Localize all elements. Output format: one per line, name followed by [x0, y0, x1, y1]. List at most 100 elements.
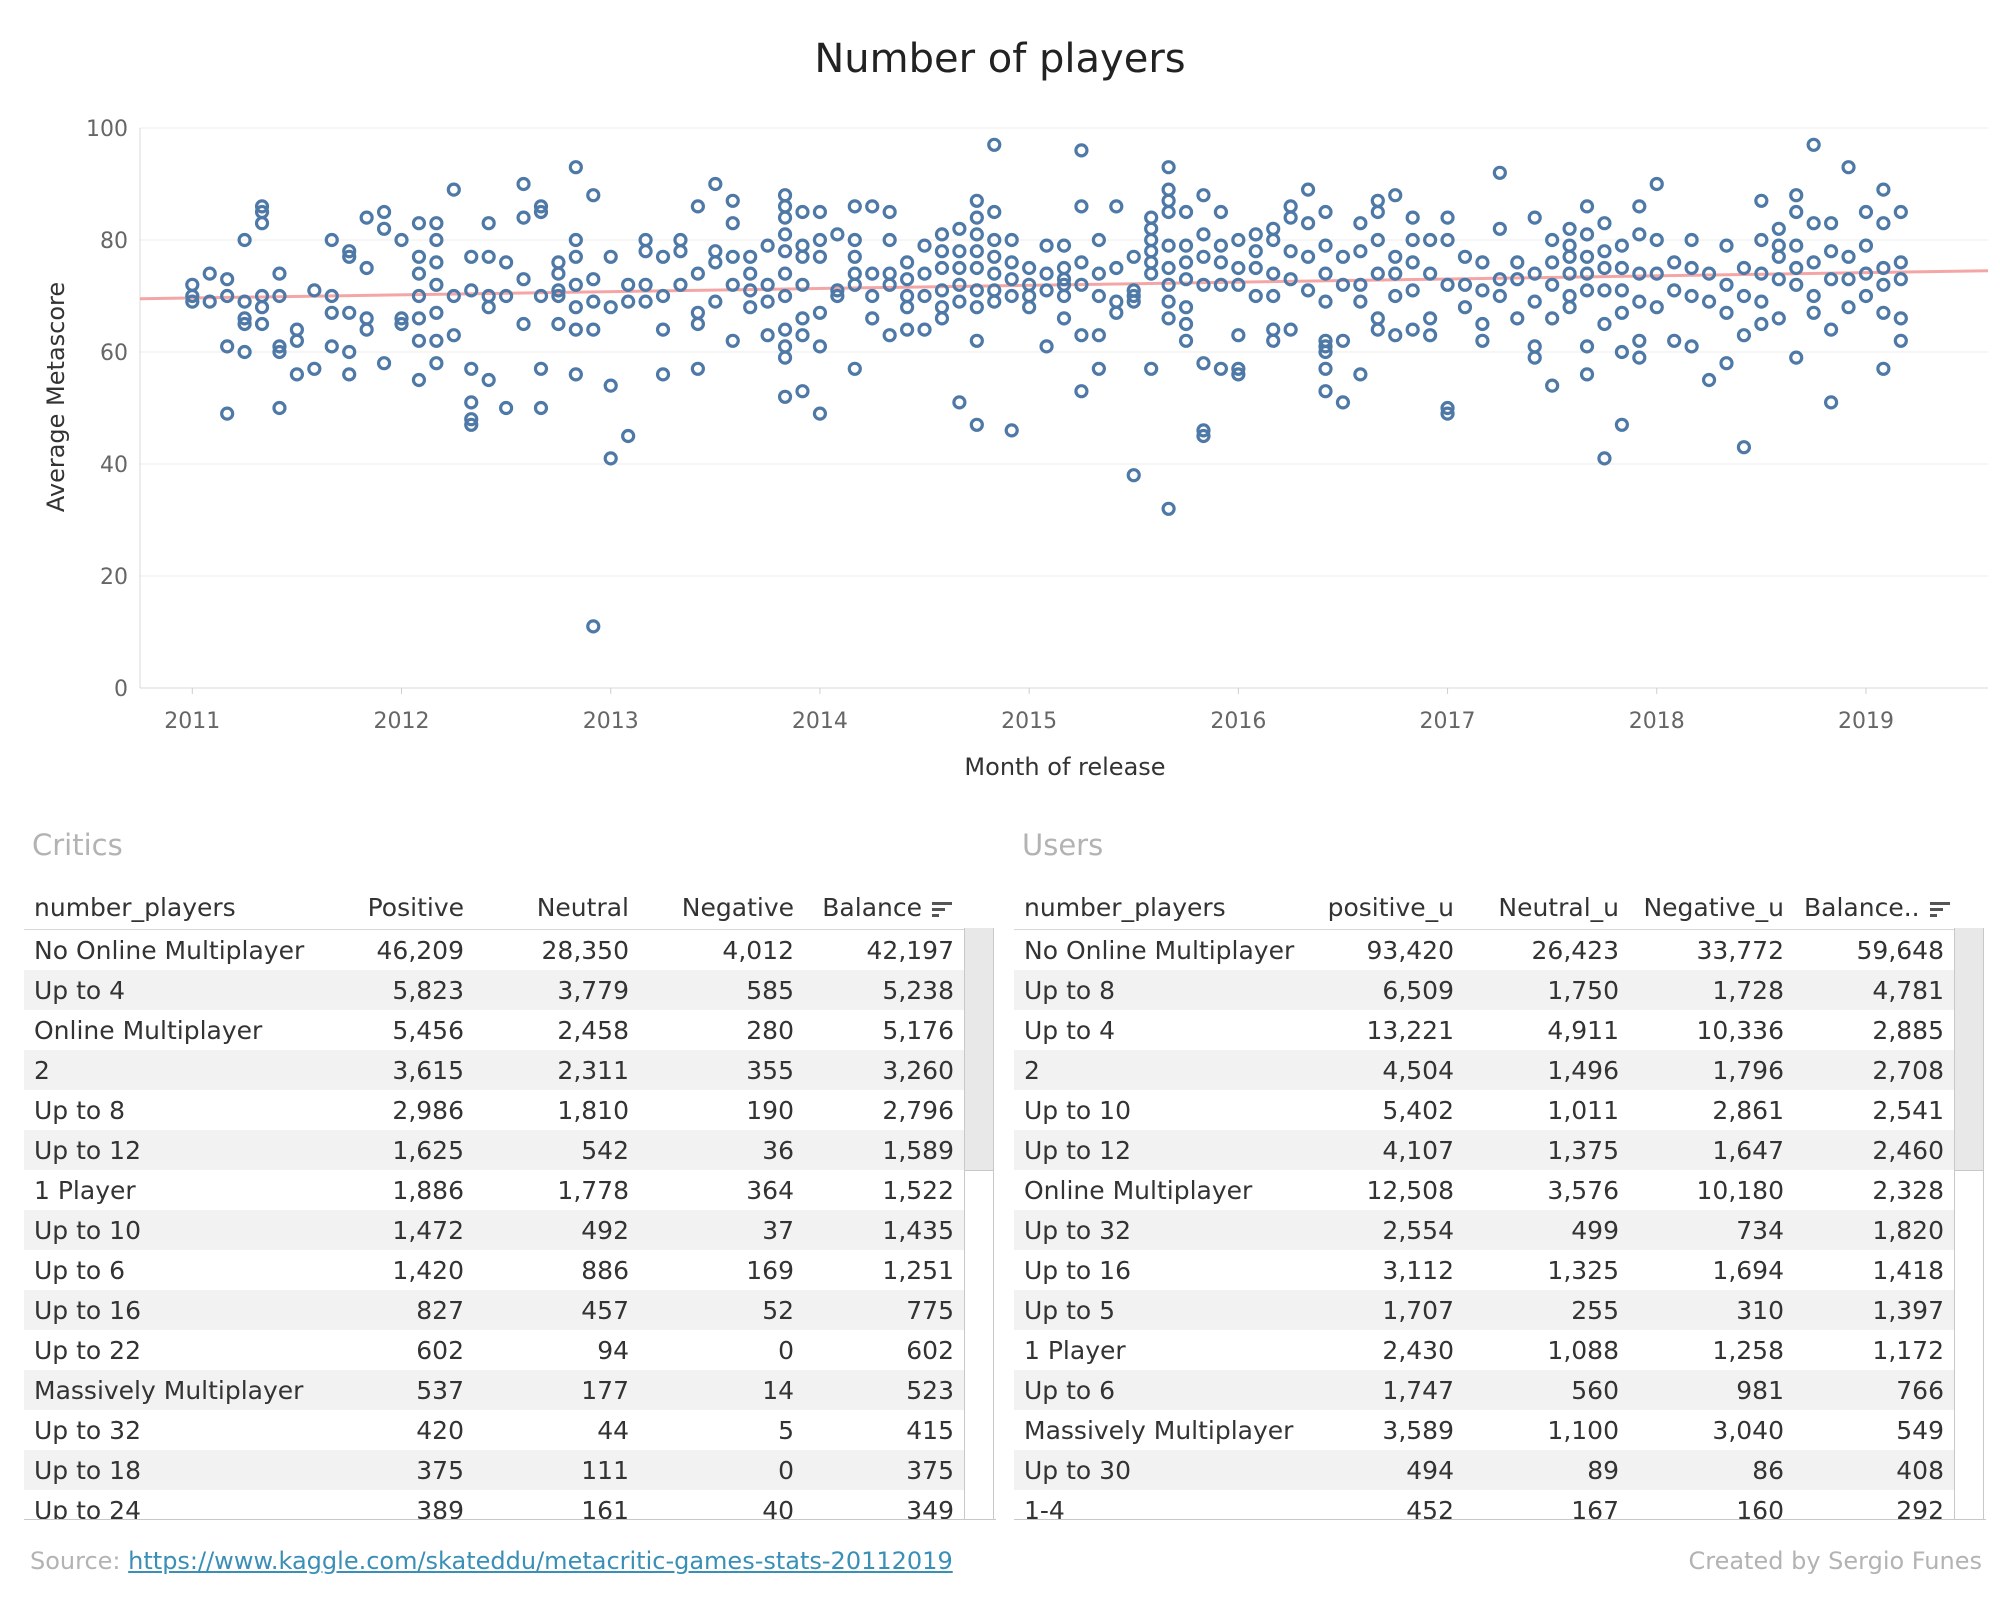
data-point[interactable] — [1597, 244, 1612, 259]
table-row[interactable]: 2 4,504 1,496 1,796 2,708 — [1014, 1050, 1954, 1090]
data-point[interactable] — [1318, 266, 1333, 281]
table-row[interactable]: Up to 12 1,625 542 36 1,589 — [24, 1130, 964, 1170]
data-point[interactable] — [481, 249, 496, 264]
data-point[interactable] — [1475, 255, 1490, 270]
data-point[interactable] — [1144, 361, 1159, 376]
table-row[interactable]: Up to 18 375 111 0 375 — [24, 1450, 964, 1490]
data-point[interactable] — [1614, 283, 1629, 298]
data-point[interactable] — [1039, 238, 1054, 253]
data-point[interactable] — [1405, 210, 1420, 225]
data-point[interactable] — [202, 266, 217, 281]
data-point[interactable] — [708, 244, 723, 259]
data-point[interactable] — [690, 199, 705, 214]
data-point[interactable] — [1754, 294, 1769, 309]
data-point[interactable] — [1353, 277, 1368, 292]
data-point[interactable] — [952, 260, 967, 276]
data-point[interactable] — [1178, 300, 1194, 315]
data-point[interactable] — [1004, 423, 1019, 438]
data-point[interactable] — [1858, 266, 1874, 281]
data-point[interactable] — [1248, 260, 1263, 276]
data-point[interactable] — [1388, 288, 1403, 304]
table-row[interactable]: Up to 10 5,402 1,011 2,861 2,541 — [1014, 1090, 1954, 1130]
data-point[interactable] — [777, 339, 793, 354]
data-point[interactable] — [254, 300, 270, 315]
data-point[interactable] — [1579, 199, 1595, 214]
data-point[interactable] — [969, 193, 984, 208]
data-point[interactable] — [1510, 255, 1525, 270]
table-row[interactable]: Up to 30 494 89 86 408 — [1014, 1450, 1954, 1490]
data-point[interactable] — [638, 277, 653, 292]
data-point[interactable] — [969, 300, 984, 315]
data-point[interactable] — [1876, 305, 1891, 320]
data-point[interactable] — [1161, 182, 1176, 197]
data-point[interactable] — [743, 300, 758, 315]
data-point[interactable] — [1823, 322, 1839, 337]
data-point[interactable] — [708, 294, 723, 309]
data-point[interactable] — [987, 232, 1002, 248]
data-point[interactable] — [655, 288, 671, 304]
data-point[interactable] — [917, 322, 932, 337]
data-point[interactable] — [359, 210, 374, 225]
data-point[interactable] — [743, 249, 758, 264]
data-point[interactable] — [655, 249, 671, 264]
data-point[interactable] — [760, 238, 775, 253]
data-point[interactable] — [237, 344, 252, 360]
data-point[interactable] — [1283, 322, 1298, 337]
data-point[interactable] — [1649, 266, 1664, 281]
data-point[interactable] — [551, 316, 566, 332]
data-point[interactable] — [812, 406, 828, 421]
data-point[interactable] — [446, 288, 461, 304]
data-point[interactable] — [1388, 188, 1403, 203]
data-point[interactable] — [1876, 361, 1891, 376]
data-point[interactable] — [1213, 277, 1229, 292]
data-point[interactable] — [516, 210, 531, 225]
data-point[interactable] — [237, 316, 252, 332]
data-point[interactable] — [1806, 288, 1821, 304]
data-point[interactable] — [1074, 328, 1089, 343]
data-point[interactable] — [1196, 428, 1211, 444]
data-point[interactable] — [1527, 350, 1542, 365]
data-point[interactable] — [376, 221, 392, 236]
users-scrollbar-thumb[interactable] — [1955, 928, 1983, 1171]
data-point[interactable] — [830, 288, 845, 304]
data-point[interactable] — [533, 204, 549, 220]
data-point[interactable] — [1893, 272, 1908, 287]
data-point[interactable] — [446, 182, 461, 197]
data-point[interactable] — [1562, 300, 1577, 315]
data-point[interactable] — [1597, 283, 1612, 298]
data-point[interactable] — [673, 244, 688, 259]
data-point[interactable] — [673, 277, 688, 292]
data-point[interactable] — [847, 361, 862, 376]
data-point[interactable] — [1684, 339, 1699, 354]
data-point[interactable] — [464, 249, 479, 264]
data-point[interactable] — [987, 249, 1002, 264]
data-point[interactable] — [899, 288, 915, 304]
data-point[interactable] — [1300, 283, 1316, 298]
data-point[interactable] — [1213, 238, 1229, 253]
data-point[interactable] — [1144, 210, 1159, 225]
data-point[interactable] — [324, 305, 339, 320]
data-point[interactable] — [603, 378, 618, 393]
data-point[interactable] — [1475, 333, 1490, 348]
data-point[interactable] — [777, 288, 793, 304]
data-point[interactable] — [1318, 384, 1333, 399]
data-point[interactable] — [289, 322, 305, 337]
data-point[interactable] — [586, 272, 601, 287]
data-point[interactable] — [1597, 451, 1612, 466]
data-point[interactable] — [359, 260, 374, 276]
data-point[interactable] — [1754, 193, 1769, 208]
data-point[interactable] — [1440, 277, 1455, 292]
source-link[interactable]: https://www.kaggle.com/skateddu/metacrit… — [128, 1547, 953, 1575]
data-point[interactable] — [1754, 232, 1769, 248]
data-point[interactable] — [1004, 232, 1019, 248]
data-point[interactable] — [917, 266, 932, 281]
data-point[interactable] — [376, 356, 392, 371]
data-point[interactable] — [568, 300, 583, 315]
data-point[interactable] — [1841, 160, 1856, 175]
data-point[interactable] — [481, 216, 496, 231]
data-point[interactable] — [812, 249, 828, 264]
data-point[interactable] — [1789, 204, 1804, 220]
data-point[interactable] — [429, 216, 444, 231]
data-point[interactable] — [499, 288, 514, 304]
data-point[interactable] — [1806, 137, 1821, 152]
